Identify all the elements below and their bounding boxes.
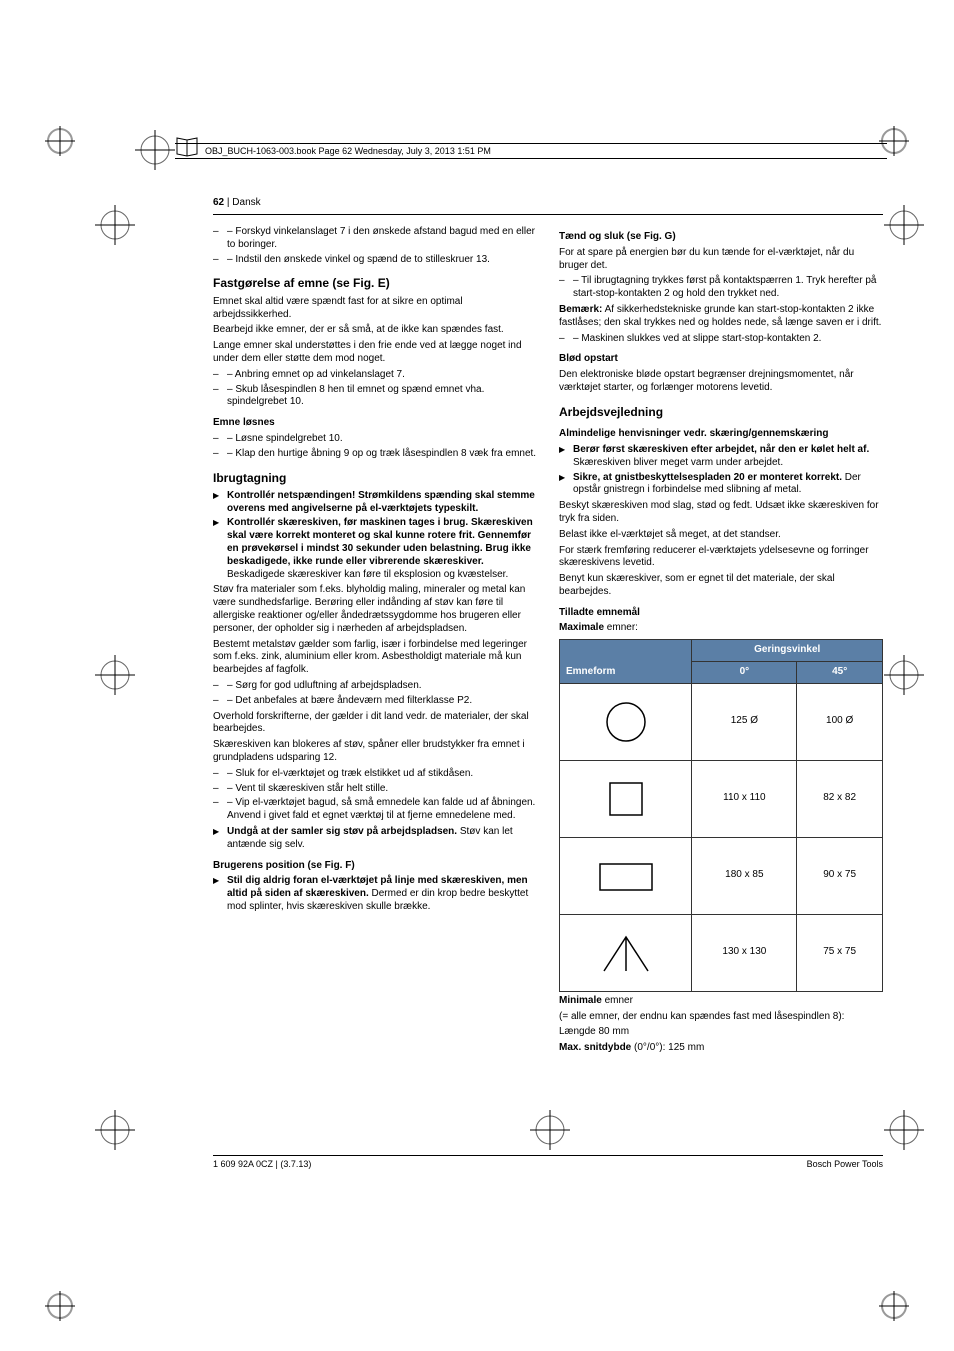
paragraph: Minimale emner xyxy=(559,995,883,1008)
bullet-item: Sikre, at gnistbeskyttelsespladen 20 er … xyxy=(559,472,883,498)
list-item: – Til ibrugtagning trykkes først på kont… xyxy=(559,275,883,301)
crop-mark xyxy=(884,1110,924,1152)
footer-right: Bosch Power Tools xyxy=(807,1159,883,1169)
th-45: 45° xyxy=(797,662,883,684)
dimensions-table: EmneformGeringsvinkel 0°45° 125 Ø100 Ø 1… xyxy=(559,639,883,992)
register-mark xyxy=(45,1291,75,1321)
cell: 90 x 75 xyxy=(797,837,883,914)
paragraph: Emnet skal altid være spændt fast for at… xyxy=(213,296,537,322)
paragraph: Bemærk: Af sikkerhedstekniske grunde kan… xyxy=(559,304,883,330)
page: OBJ_BUCH-1063-003.book Page 62 Wednesday… xyxy=(0,0,954,1351)
paragraph: Lange emner skal understøttes i den frie… xyxy=(213,340,537,366)
left-column: – Forskyd vinkelanslaget 7 i den ønskede… xyxy=(213,223,537,1058)
paragraph: Skæreskiven kan blokeres af støv, spåner… xyxy=(213,739,537,765)
crop-mark xyxy=(95,655,135,697)
list-item: – Skub låsespindlen 8 hen til emnet og s… xyxy=(213,384,537,410)
list-item: – Klap den hurtige åbning 9 op og træk l… xyxy=(213,448,537,461)
subheading: Tænd og sluk (se Fig. G) xyxy=(559,231,883,244)
bullet-item: Kontrollér netspændingen! Strømkildens s… xyxy=(213,490,537,516)
header-filename: OBJ_BUCH-1063-003.book Page 62 Wednesday… xyxy=(205,146,491,156)
paragraph: Maximale emner: xyxy=(559,622,883,635)
paragraph: Benyt kun skæreskiver, som er egnet til … xyxy=(559,573,883,599)
bullet-item: Stil dig aldrig foran el-værktøjet på li… xyxy=(213,875,537,913)
th-emneform: Emneform xyxy=(560,640,692,684)
shape-circle xyxy=(560,683,692,760)
th-geringsvinkel: Geringsvinkel xyxy=(692,640,883,662)
paragraph: Overhold forskrifterne, der gælder i dit… xyxy=(213,711,537,737)
bold-text: Undgå at der samler sig støv på arbejdsp… xyxy=(227,826,457,837)
paragraph: Bestemt metalstøv gælder som farlig, isæ… xyxy=(213,639,537,677)
heading: Arbejdsvejledning xyxy=(559,405,883,420)
bold-text: Kontrollér netspændingen! Strømkildens s… xyxy=(227,490,535,514)
list-item: – Sørg for god udluftning af arbejdsplad… xyxy=(213,680,537,693)
subheading: Tilladte emnemål xyxy=(559,607,883,620)
list-item: – Vent til skæreskiven står helt stille. xyxy=(213,783,537,796)
subheading: Emne løsnes xyxy=(213,417,537,430)
bullet-item: Berør først skæreskiven efter arbejdet, … xyxy=(559,444,883,470)
paragraph: Max. snitdybde (0°/0°): 125 mm xyxy=(559,1042,883,1055)
heading: Ibrugtagning xyxy=(213,471,537,486)
crop-mark xyxy=(884,205,924,247)
crop-mark xyxy=(95,205,135,247)
list-item: – Løsne spindelgrebet 10. xyxy=(213,433,537,446)
paragraph: (= alle emner, der endnu kan spændes fas… xyxy=(559,1011,883,1024)
subheading: Blød opstart xyxy=(559,353,883,366)
language-label: Dansk xyxy=(232,197,260,208)
subheading: Brugerens position (se Fig. F) xyxy=(213,860,537,873)
crop-mark xyxy=(884,655,924,697)
shape-rect xyxy=(560,837,692,914)
cell: 100 Ø xyxy=(797,683,883,760)
list-item: – Det anbefales at bære åndeværn med fil… xyxy=(213,695,537,708)
right-column: Tænd og sluk (se Fig. G) For at spare på… xyxy=(559,223,883,1058)
list-item: – Indstil den ønskede vinkel og spænd de… xyxy=(213,254,537,267)
register-mark xyxy=(879,126,909,156)
list-item: – Maskinen slukkes ved at slippe start-s… xyxy=(559,333,883,346)
page-header: 62 | Dansk xyxy=(213,197,883,208)
paragraph: Belast ikke el-værktøjet så meget, at de… xyxy=(559,529,883,542)
th-0: 0° xyxy=(692,662,797,684)
book-icon xyxy=(175,136,199,160)
cell: 82 x 82 xyxy=(797,760,883,837)
paragraph: Den elektroniske bløde opstart begrænser… xyxy=(559,369,883,395)
list-item: – Anbring emnet op ad vinkelanslaget 7. xyxy=(213,369,537,382)
paragraph: For at spare på energien bør du kun tænd… xyxy=(559,247,883,273)
bullet-item: Kontrollér skæreskiven, før maskinen tag… xyxy=(213,517,537,581)
cell: 130 x 130 xyxy=(692,914,797,991)
cell: 180 x 85 xyxy=(692,837,797,914)
header-rule xyxy=(175,158,887,159)
crop-mark xyxy=(95,1110,135,1152)
bold-text: Kontrollér skæreskiven, før maskinen tag… xyxy=(227,517,533,566)
bullet-item: Undgå at der samler sig støv på arbejdsp… xyxy=(213,826,537,852)
content-area: 62 | Dansk – Forskyd vinkelanslaget 7 i … xyxy=(213,197,883,1058)
footer-left: 1 609 92A 0CZ | (3.7.13) xyxy=(213,1159,311,1169)
list-item: – Vip el-værktøjet bagud, så små emnedel… xyxy=(213,797,537,823)
crop-mark xyxy=(530,1110,570,1152)
cell: 110 x 110 xyxy=(692,760,797,837)
list-item: – Forskyd vinkelanslaget 7 i den ønskede… xyxy=(213,226,537,252)
paragraph: For stærk fremføring reducerer el-værktø… xyxy=(559,545,883,571)
cell: 75 x 75 xyxy=(797,914,883,991)
footer: 1 609 92A 0CZ | (3.7.13) Bosch Power Too… xyxy=(213,1155,883,1169)
header-rule xyxy=(175,143,887,144)
register-mark xyxy=(879,1291,909,1321)
paragraph: Støv fra materialer som f.eks. blyholdig… xyxy=(213,584,537,635)
page-number: 62 xyxy=(213,197,224,208)
register-mark xyxy=(45,126,75,156)
paragraph: Beskyt skæreskiven mod slag, stød og fed… xyxy=(559,500,883,526)
heading: Fastgørelse af emne (se Fig. E) xyxy=(213,276,537,291)
paragraph: Længde 80 mm xyxy=(559,1026,883,1039)
shape-square xyxy=(560,760,692,837)
content-rule xyxy=(213,214,883,215)
subheading: Almindelige henvisninger vedr. skæring/g… xyxy=(559,428,883,441)
crop-mark xyxy=(135,130,175,172)
shape-angle xyxy=(560,914,692,991)
paragraph: Bearbejd ikke emner, der er så små, at d… xyxy=(213,324,537,337)
list-item: – Sluk for el-værktøjet og træk elstikke… xyxy=(213,768,537,781)
cell: 125 Ø xyxy=(692,683,797,760)
